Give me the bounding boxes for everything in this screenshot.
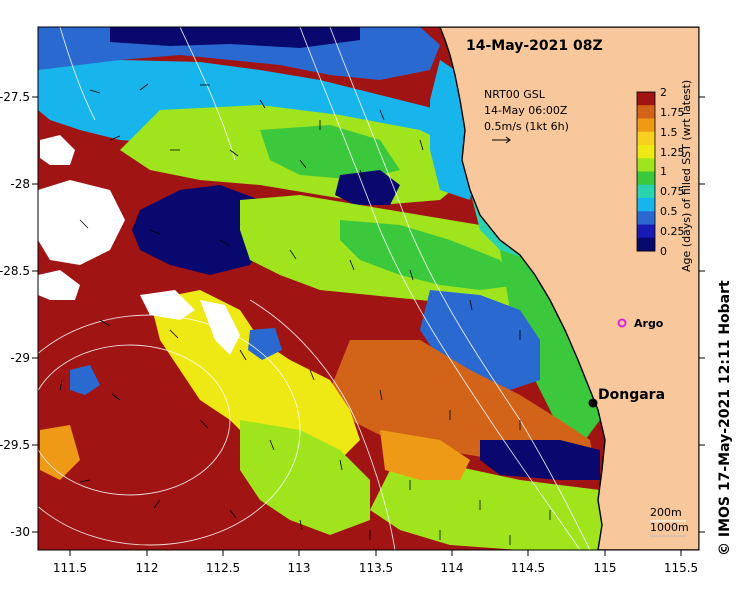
colorbar-swatch: [637, 158, 655, 172]
colorbar-tick: 2: [660, 86, 667, 99]
colorbar-tick: 0.5: [660, 205, 678, 218]
colorbar-label: Age (days) of filled SST (wrt latest): [680, 80, 693, 272]
colorbar-swatch: [637, 198, 655, 212]
depth-legend-200: 200m: [650, 506, 682, 519]
colorbar-swatch: [637, 92, 655, 106]
y-tick-label: -30: [10, 525, 30, 539]
y-tick-label: -29.5: [0, 438, 30, 452]
colorbar-swatch: [637, 105, 655, 119]
colorbar-swatch: [637, 131, 655, 146]
x-tick-label: 113.5: [359, 561, 393, 575]
depth-legend: 200m 1000m: [650, 506, 689, 537]
colorbar-swatch: [637, 145, 655, 159]
colorbar-tick: 0.25: [660, 225, 685, 238]
scale-arrow-icon: [492, 136, 511, 144]
imos-credit: © IMOS 17-May-2021 12:11 Hobart: [717, 280, 733, 556]
x-tick-label: 114: [441, 561, 464, 575]
place-markers: Argo Dongara: [588, 317, 665, 408]
map-title: 14-May-2021 08Z: [466, 38, 603, 54]
plot-frame: [37, 26, 700, 551]
colorbar-tick: 1.75: [660, 106, 685, 119]
x-tick-label: 112: [136, 561, 159, 575]
dongara-label: Dongara: [598, 387, 665, 403]
x-tick-label: 114.5: [511, 561, 545, 575]
colorbar-swatches: [637, 92, 655, 252]
info-line-2: 0.5m/s (1kt 6h): [484, 120, 569, 133]
land-mass: [439, 27, 699, 550]
depth-legend-1000: 1000m: [650, 521, 689, 534]
current-vectors: [59, 83, 551, 545]
y-axis: -27.5 -28 -28.5 -29 -29.5 -30: [0, 90, 705, 539]
colorbar-tick: 1.5: [660, 126, 678, 139]
y-tick-label: -29: [10, 351, 30, 365]
colorbar-swatch: [637, 237, 655, 252]
colorbar-swatch: [637, 118, 655, 133]
y-tick-label: -28: [10, 177, 30, 191]
sst-age-field: [38, 27, 605, 550]
colorbar-swatch: [637, 171, 655, 186]
colorbar-frame: [636, 91, 656, 252]
colorbar-ticks: 2 1.75 1.5 1.25 1 0.75 0.5 0.25 0: [660, 86, 685, 258]
x-tick-label: 115: [594, 561, 617, 575]
x-tick-label: 113: [288, 561, 311, 575]
argo-float-icon: [617, 318, 627, 328]
x-tick-label: 115.5: [664, 561, 698, 575]
info-line-0: NRT00 GSL: [484, 88, 546, 101]
info-line-1: 14-May 06:00Z: [484, 104, 568, 117]
colorbar-swatch: [637, 211, 655, 225]
colorbar-swatch: [637, 184, 655, 199]
colorbar: 2 1.75 1.5 1.25 1 0.75 0.5 0.25 0 Age (d…: [636, 80, 693, 272]
plot-area: 14-May-2021 08Z NRT00 GSL 14-May 06:00Z …: [38, 27, 699, 550]
colorbar-tick: 0.75: [660, 185, 685, 198]
colorbar-tick: 0: [660, 245, 667, 258]
argo-label: Argo: [634, 317, 664, 330]
x-tick-label: 111.5: [53, 561, 87, 575]
plot-info: 14-May-2021 08Z NRT00 GSL 14-May 06:00Z …: [466, 38, 603, 144]
y-tick-label: -27.5: [0, 90, 30, 104]
y-tick-label: -28.5: [0, 264, 30, 278]
depth-contours: [38, 27, 591, 550]
x-axis: 111.5 112 112.5 113 113.5 114 114.5 115 …: [53, 550, 698, 575]
dongara-marker-icon: [588, 398, 598, 408]
colorbar-tick: 1.25: [660, 146, 685, 159]
colorbar-tick: 1: [660, 165, 667, 178]
x-tick-label: 112.5: [206, 561, 240, 575]
colorbar-swatch: [637, 224, 655, 239]
